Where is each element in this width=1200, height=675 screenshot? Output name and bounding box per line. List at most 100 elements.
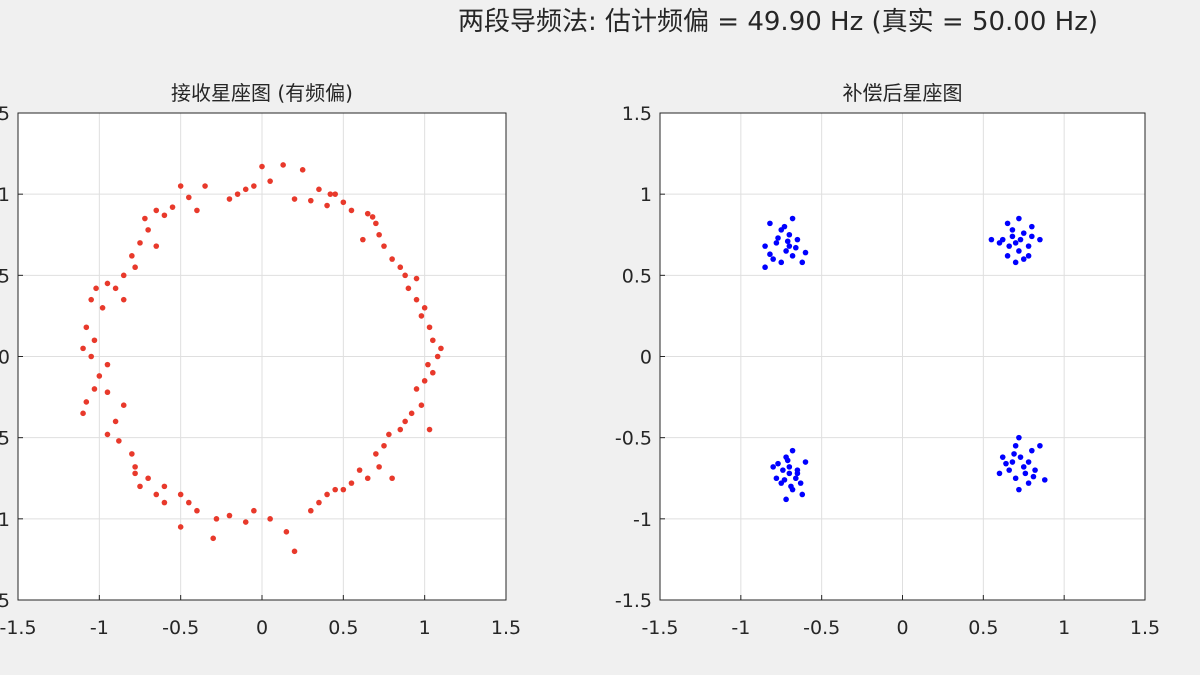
data-point xyxy=(120,272,127,279)
data-point xyxy=(93,285,99,292)
data-point xyxy=(797,480,804,486)
data-point xyxy=(1020,230,1027,236)
x-tick-label: 1.5 xyxy=(1130,617,1160,639)
data-point xyxy=(1016,215,1022,222)
data-point xyxy=(794,236,801,243)
data-point xyxy=(1012,240,1019,246)
data-point xyxy=(1025,480,1032,486)
data-point xyxy=(129,451,135,457)
data-point xyxy=(137,240,143,246)
data-point xyxy=(177,491,184,498)
data-point xyxy=(369,214,376,220)
data-point xyxy=(129,253,135,259)
data-point xyxy=(1025,243,1032,249)
data-point xyxy=(376,464,382,470)
data-point xyxy=(762,264,768,271)
data-point xyxy=(161,499,168,506)
data-point xyxy=(267,178,273,184)
data-point xyxy=(793,244,799,251)
data-point xyxy=(781,223,788,230)
data-point xyxy=(291,196,298,202)
x-tick-label: -1.5 xyxy=(0,617,37,639)
data-point xyxy=(1009,459,1016,465)
data-point xyxy=(116,438,122,444)
data-point xyxy=(299,167,306,173)
data-point xyxy=(402,418,408,425)
x-tick-label: -1 xyxy=(90,617,109,639)
data-point xyxy=(356,467,363,473)
data-point xyxy=(793,475,799,482)
data-point xyxy=(234,191,241,197)
data-point xyxy=(242,186,249,193)
data-point xyxy=(186,194,192,201)
data-point xyxy=(137,483,143,490)
data-point xyxy=(83,324,90,331)
data-point xyxy=(267,516,273,522)
data-point xyxy=(145,227,151,233)
data-point xyxy=(1016,486,1022,493)
data-point xyxy=(1025,459,1032,465)
data-point xyxy=(161,483,168,490)
data-point xyxy=(1029,447,1035,454)
axes-frame xyxy=(659,112,1146,601)
data-point xyxy=(324,491,330,498)
data-point xyxy=(1012,259,1019,266)
data-point xyxy=(783,248,789,254)
data-point xyxy=(784,238,791,245)
data-point xyxy=(1012,475,1019,482)
data-point xyxy=(789,253,796,259)
data-point xyxy=(783,496,789,503)
y-tick-label: -0.5 xyxy=(0,428,10,450)
data-point xyxy=(996,470,1003,477)
data-point xyxy=(1017,454,1024,460)
data-point xyxy=(1016,248,1022,254)
axes-title: 补偿后星座图 xyxy=(843,81,963,105)
data-point xyxy=(1004,253,1011,259)
data-point xyxy=(91,337,98,344)
data-point xyxy=(802,249,809,256)
data-point xyxy=(80,410,86,417)
data-point xyxy=(386,431,392,438)
data-point xyxy=(194,207,200,214)
data-point xyxy=(1037,442,1043,449)
data-point xyxy=(999,454,1006,460)
data-point xyxy=(397,264,404,271)
data-point xyxy=(778,259,785,266)
data-point xyxy=(99,305,106,311)
data-point xyxy=(1041,477,1048,483)
data-point xyxy=(213,516,220,522)
data-point xyxy=(153,491,160,498)
x-tick-label: -0.5 xyxy=(803,617,840,639)
data-point xyxy=(153,207,160,214)
data-point xyxy=(364,475,371,482)
y-tick-label: -0.5 xyxy=(615,428,652,450)
data-point xyxy=(153,243,160,249)
data-point xyxy=(1022,470,1029,477)
y-tick-label: 1 xyxy=(640,184,652,206)
y-tick-label: 0 xyxy=(640,347,652,369)
data-point xyxy=(1009,227,1016,233)
data-point xyxy=(291,548,298,555)
data-point xyxy=(430,337,436,344)
data-point xyxy=(332,486,339,493)
y-tick-label: 1.5 xyxy=(0,103,10,125)
data-point xyxy=(789,215,796,222)
data-point xyxy=(770,464,776,470)
data-point xyxy=(348,480,355,486)
data-point xyxy=(1017,236,1024,243)
data-point xyxy=(177,183,184,189)
data-point xyxy=(373,220,379,227)
data-point xyxy=(142,215,148,222)
data-point xyxy=(389,475,395,482)
data-point xyxy=(83,399,90,405)
x-tick-label: 1.5 xyxy=(491,617,521,639)
data-point xyxy=(376,231,382,238)
data-point xyxy=(426,426,433,433)
data-point xyxy=(1012,442,1019,449)
y-tick-label: 0.5 xyxy=(622,265,652,287)
data-point xyxy=(1029,233,1035,240)
data-point xyxy=(360,236,366,243)
data-point xyxy=(259,163,265,170)
data-point xyxy=(186,499,192,506)
